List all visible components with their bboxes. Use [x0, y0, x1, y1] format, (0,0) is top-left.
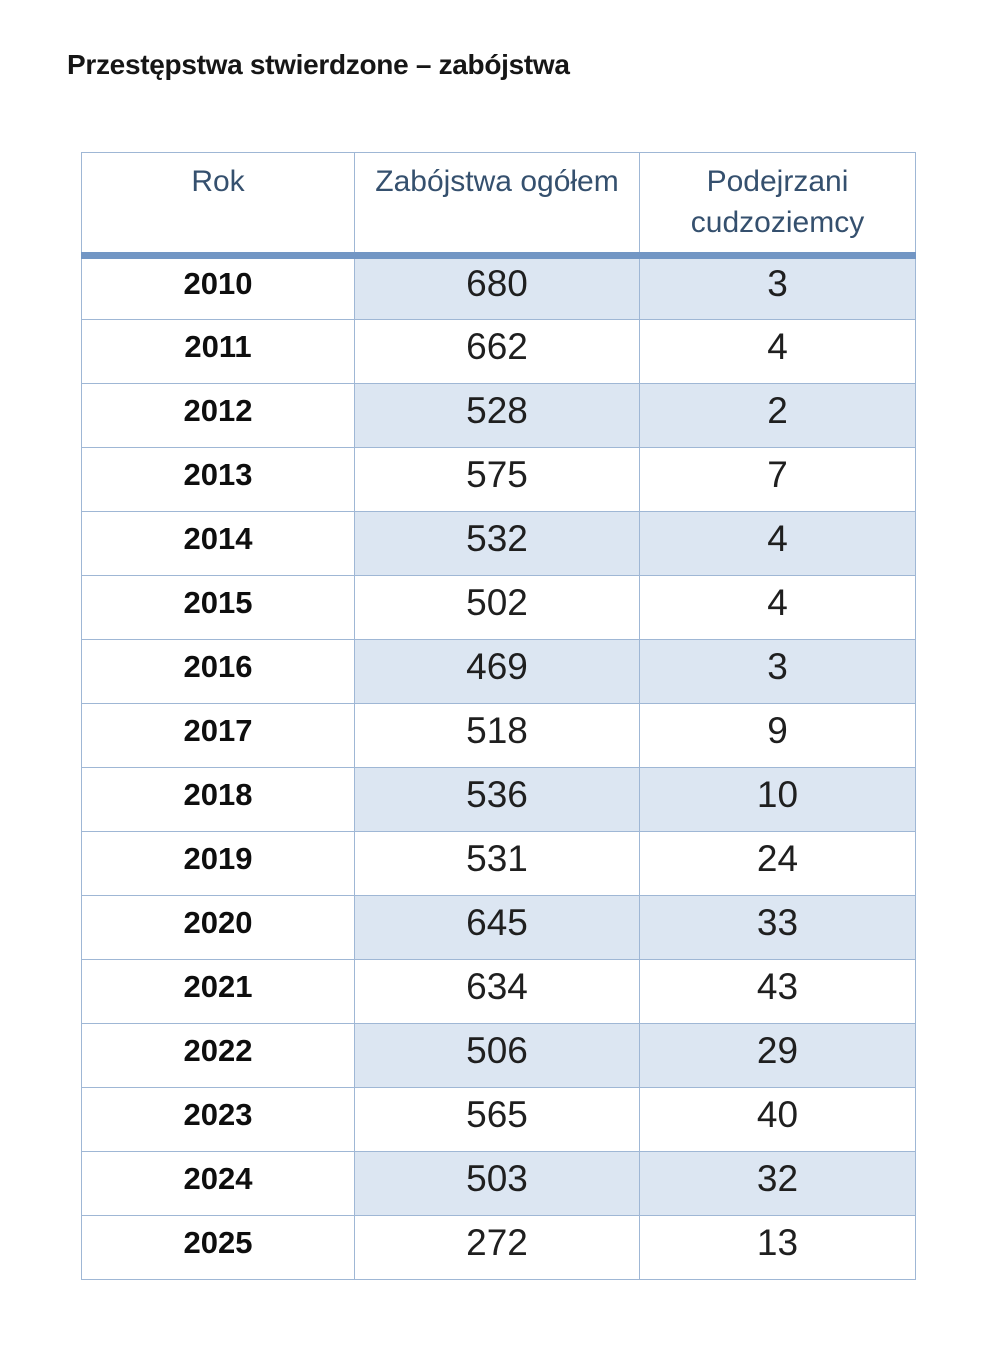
- column-header-total: Zabójstwa ogółem: [354, 152, 640, 259]
- foreigners-cell: 33: [639, 895, 916, 960]
- total-cell: 503: [354, 1151, 640, 1216]
- column-header-year: Rok: [81, 152, 355, 259]
- foreigners-cell: 13: [639, 1215, 916, 1280]
- foreigners-cell: 9: [639, 703, 916, 768]
- year-cell: 2010: [81, 255, 355, 320]
- foreigners-cell: 32: [639, 1151, 916, 1216]
- table-row: 2019 531 24: [81, 831, 916, 896]
- year-cell: 2015: [81, 575, 355, 640]
- table-row: 2020 645 33: [81, 895, 916, 960]
- total-cell: 662: [354, 319, 640, 384]
- foreigners-cell: 3: [639, 255, 916, 320]
- year-cell: 2021: [81, 959, 355, 1024]
- year-cell: 2025: [81, 1215, 355, 1280]
- table-row: 2015 502 4: [81, 575, 916, 640]
- total-cell: 645: [354, 895, 640, 960]
- total-cell: 531: [354, 831, 640, 896]
- table-row: 2022 506 29: [81, 1023, 916, 1088]
- total-cell: 565: [354, 1087, 640, 1152]
- foreigners-cell: 24: [639, 831, 916, 896]
- foreigners-cell: 40: [639, 1087, 916, 1152]
- homicide-table: Rok Zabójstwa ogółem Podejrzani cudzozie…: [81, 152, 916, 1280]
- table-row: 2011 662 4: [81, 319, 916, 384]
- total-cell: 680: [354, 255, 640, 320]
- total-cell: 469: [354, 639, 640, 704]
- year-cell: 2018: [81, 767, 355, 832]
- table-body: 2010 680 3 2011 662 4 2012 528 2 2013 57…: [81, 255, 916, 1280]
- total-cell: 502: [354, 575, 640, 640]
- table-row: 2025 272 13: [81, 1215, 916, 1280]
- table-row: 2010 680 3: [81, 255, 916, 320]
- year-cell: 2024: [81, 1151, 355, 1216]
- table-row: 2016 469 3: [81, 639, 916, 704]
- year-cell: 2022: [81, 1023, 355, 1088]
- total-cell: 272: [354, 1215, 640, 1280]
- header-row: Rok Zabójstwa ogółem Podejrzani cudzozie…: [81, 152, 916, 259]
- foreigners-cell: 3: [639, 639, 916, 704]
- foreigners-cell: 29: [639, 1023, 916, 1088]
- table-row: 2023 565 40: [81, 1087, 916, 1152]
- table-row: 2013 575 7: [81, 447, 916, 512]
- year-cell: 2023: [81, 1087, 355, 1152]
- table-row: 2021 634 43: [81, 959, 916, 1024]
- table-row: 2014 532 4: [81, 511, 916, 576]
- total-cell: 528: [354, 383, 640, 448]
- table-row: 2012 528 2: [81, 383, 916, 448]
- year-cell: 2014: [81, 511, 355, 576]
- foreigners-cell: 7: [639, 447, 916, 512]
- table-row: 2018 536 10: [81, 767, 916, 832]
- foreigners-cell: 4: [639, 575, 916, 640]
- total-cell: 634: [354, 959, 640, 1024]
- year-cell: 2013: [81, 447, 355, 512]
- table-row: 2024 503 32: [81, 1151, 916, 1216]
- table-row: 2017 518 9: [81, 703, 916, 768]
- year-cell: 2011: [81, 319, 355, 384]
- year-cell: 2017: [81, 703, 355, 768]
- total-cell: 536: [354, 767, 640, 832]
- foreigners-cell: 43: [639, 959, 916, 1024]
- foreigners-cell: 4: [639, 319, 916, 384]
- year-cell: 2016: [81, 639, 355, 704]
- foreigners-cell: 10: [639, 767, 916, 832]
- year-cell: 2019: [81, 831, 355, 896]
- total-cell: 506: [354, 1023, 640, 1088]
- foreigners-cell: 4: [639, 511, 916, 576]
- total-cell: 532: [354, 511, 640, 576]
- total-cell: 518: [354, 703, 640, 768]
- year-cell: 2012: [81, 383, 355, 448]
- page-title: Przestępstwa stwierdzone – zabójstwa: [67, 49, 570, 80]
- foreigners-cell: 2: [639, 383, 916, 448]
- year-cell: 2020: [81, 895, 355, 960]
- column-header-foreigners: Podejrzani cudzoziemcy: [639, 152, 916, 259]
- total-cell: 575: [354, 447, 640, 512]
